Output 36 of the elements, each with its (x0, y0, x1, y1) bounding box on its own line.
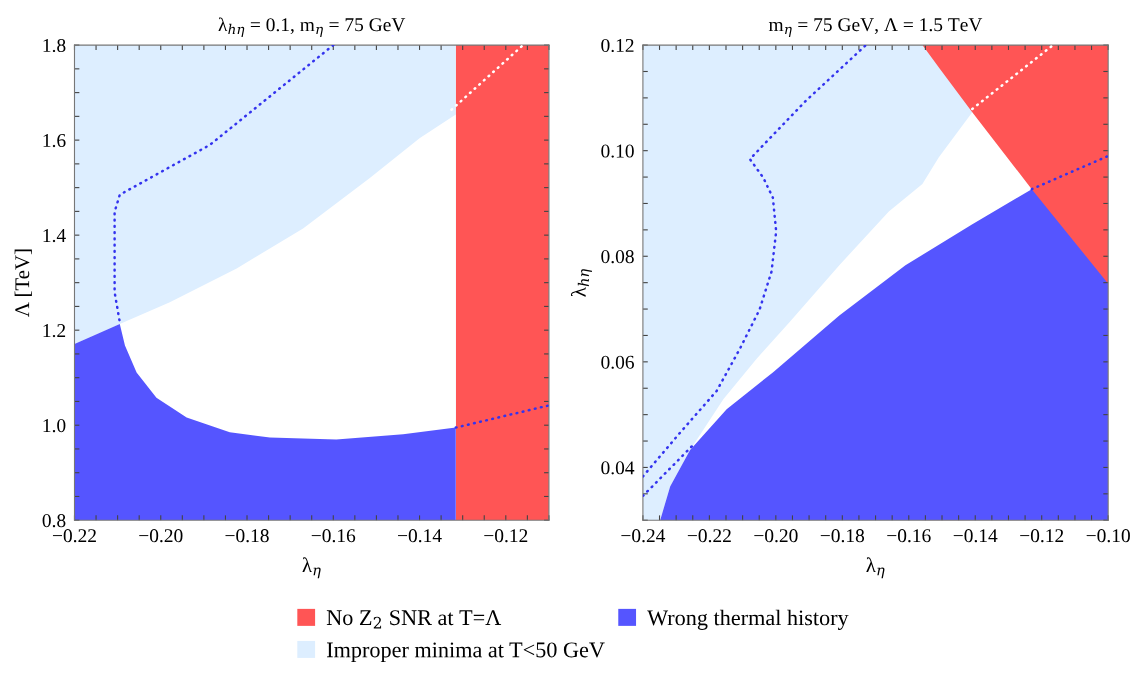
x-tick-label: −0.16 (887, 529, 931, 543)
chart-title: λ$_{hη}$ = 0.1, m$_{η}$ = 75 GeV (218, 17, 406, 37)
x-tick-label: −0.14 (953, 529, 998, 543)
y-tick-label: 0.04 (601, 461, 635, 475)
line-series (642, 45, 868, 478)
y-axis-title: Λ [TeV] (14, 249, 32, 318)
x-tick-label: −0.18 (820, 529, 865, 543)
x-tick-label: −0.12 (484, 529, 528, 543)
y-tick-label: 1.6 (43, 133, 66, 148)
x-axis-title: λ$_{η}$ (302, 557, 321, 579)
y-tick-label: 1.2 (43, 324, 66, 338)
line-series (113, 45, 335, 324)
y-tick-label: 1.0 (43, 419, 66, 433)
x-tick-label: −0.24 (621, 529, 666, 543)
legend-label: Improper minima at T<50 GeV (327, 642, 605, 662)
x-tick-label: −0.20 (754, 529, 798, 543)
x-tick-label: −0.14 (398, 529, 442, 543)
x-tick-label: −0.22 (52, 529, 96, 543)
y-tick-label: 0.10 (601, 144, 634, 158)
chart-title: m$_{η}$ = 75 GeV, Λ = 1.5 TeV (768, 18, 983, 37)
x-tick-label: −0.12 (1020, 529, 1064, 543)
x-tick-label: −0.22 (687, 529, 731, 543)
y-tick-label: 0.12 (601, 38, 634, 53)
x-axis-title: λ$_{η}$ (866, 557, 885, 579)
y-tick-label: 0.08 (601, 250, 634, 264)
x-tick-label: −0.18 (225, 529, 269, 543)
legend-label: Wrong thermal history (647, 609, 849, 630)
y-tick-label: 0.8 (42, 514, 66, 528)
y-tick-label: 1.8 (43, 38, 66, 53)
y-tick-label: 0.06 (601, 355, 634, 369)
x-tick-label: −0.20 (139, 529, 183, 543)
x-tick-label: −0.16 (311, 529, 356, 543)
legend-label: No Z$_{2}$ SNR at T=Λ (326, 610, 502, 629)
y-axis-title: λ$_{hη}$ (570, 269, 592, 297)
y-tick-label: 1.4 (43, 229, 66, 243)
x-tick-label: −0.10 (1086, 529, 1130, 543)
